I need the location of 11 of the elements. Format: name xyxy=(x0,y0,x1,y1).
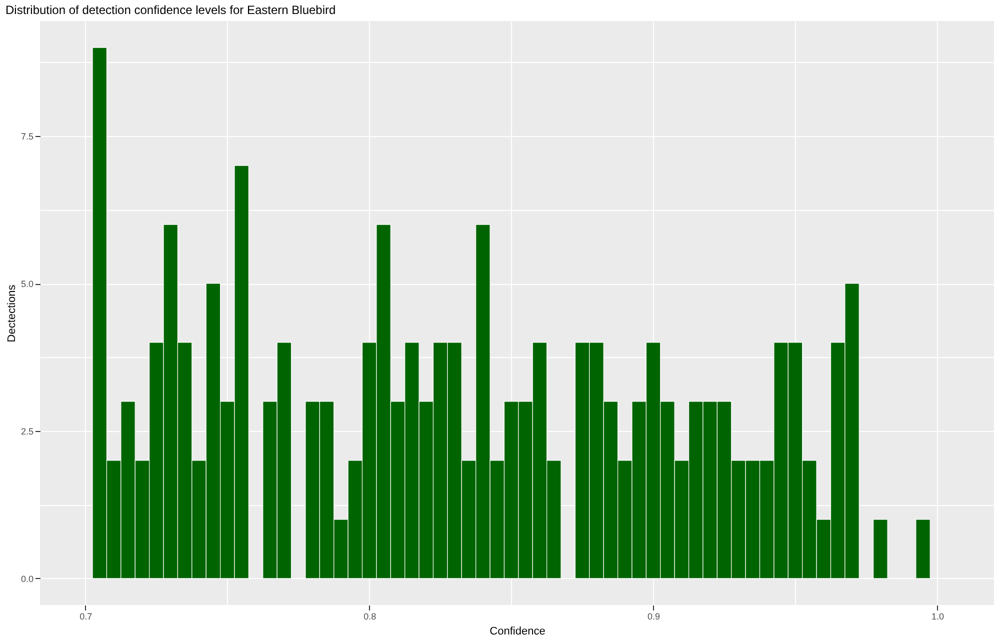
x-tick-label: 0.7 xyxy=(80,612,92,622)
x-tick-label: 0.9 xyxy=(648,612,660,622)
y-tick-label: 7.5 xyxy=(20,132,34,142)
chart-title: Distribution of detection confidence levels for Eastern Bluebird xyxy=(5,3,336,17)
x-axis-title: Confidence xyxy=(490,626,546,638)
x-tick-label: 1.0 xyxy=(931,612,944,622)
y-tick-label: 2.5 xyxy=(20,426,34,436)
y-tick-label: 5.0 xyxy=(20,279,34,290)
y-tick-label: 0.0 xyxy=(20,574,34,584)
y-axis-title: Dectections xyxy=(6,284,18,342)
x-tick-label: 0.8 xyxy=(364,612,376,622)
